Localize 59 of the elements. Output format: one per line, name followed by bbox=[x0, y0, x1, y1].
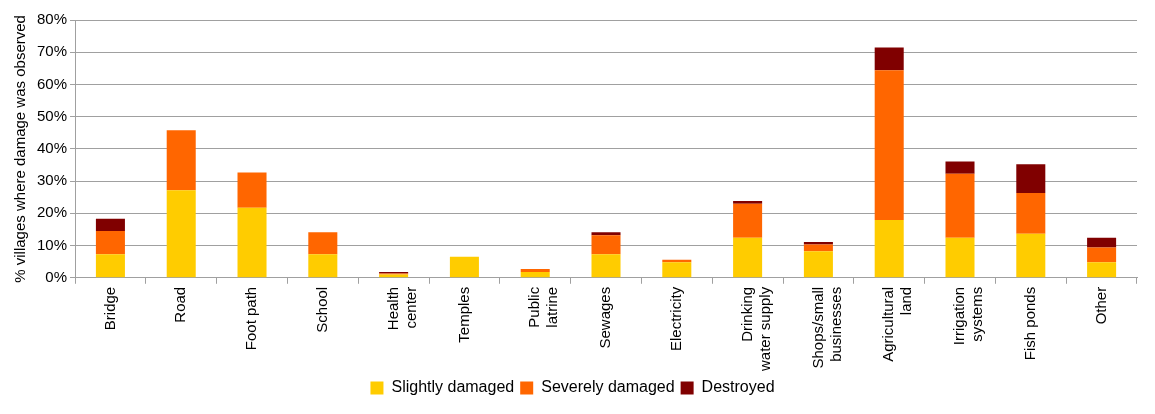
x-tick-label: Bridge bbox=[100, 286, 118, 331]
bar bbox=[520, 269, 550, 272]
bar bbox=[874, 220, 904, 278]
x-tick-label: School bbox=[312, 286, 330, 333]
bar bbox=[591, 232, 621, 236]
y-tick-label: 0% bbox=[45, 267, 68, 285]
x-tick-label: Agricultural land bbox=[879, 286, 915, 362]
x-tick-label: Drinking water supply bbox=[737, 286, 773, 373]
legend-label: Severely damaged bbox=[541, 378, 675, 396]
x-tick-label: Electricity bbox=[666, 286, 684, 351]
y-tick-label: 70% bbox=[36, 42, 68, 60]
x-tick-label: Temples bbox=[454, 286, 472, 343]
x-tick-label: Fish ponds bbox=[1020, 286, 1038, 361]
y-tick-label: 30% bbox=[36, 171, 68, 189]
y-tick-label: 80% bbox=[36, 10, 68, 28]
y-tick-label: 60% bbox=[36, 74, 68, 92]
x-tick-label: Public latrine bbox=[525, 286, 561, 328]
bar bbox=[520, 271, 550, 278]
y-axis-title: % villages where damage was observed bbox=[11, 15, 29, 283]
legend-label: Slightly damaged bbox=[391, 378, 515, 396]
bar bbox=[1087, 262, 1117, 278]
bar bbox=[308, 232, 338, 255]
bar bbox=[237, 207, 267, 278]
bar bbox=[733, 203, 763, 238]
bar bbox=[945, 173, 975, 238]
bar bbox=[308, 254, 338, 278]
y-tick-label: 40% bbox=[36, 139, 68, 157]
x-tick-label: Health center bbox=[383, 286, 419, 331]
bar bbox=[95, 254, 125, 278]
bar bbox=[662, 262, 692, 278]
bar bbox=[874, 70, 904, 221]
bar bbox=[1016, 233, 1046, 278]
x-tick-label: Road bbox=[171, 286, 189, 323]
y-tick-label: 10% bbox=[36, 235, 68, 253]
bar bbox=[237, 172, 267, 208]
bar bbox=[591, 254, 621, 278]
bar bbox=[733, 201, 763, 204]
bar bbox=[945, 161, 975, 174]
bar bbox=[803, 242, 833, 245]
x-tick-label: Sewages bbox=[596, 286, 614, 349]
x-tick-label: Foot path bbox=[242, 286, 260, 351]
bar bbox=[1016, 193, 1046, 234]
legend-label: Destroyed bbox=[701, 378, 775, 396]
bar bbox=[874, 47, 904, 71]
bar bbox=[591, 235, 621, 255]
y-tick-label: 20% bbox=[36, 203, 68, 221]
bar bbox=[166, 130, 196, 191]
bar bbox=[449, 256, 479, 278]
bar bbox=[166, 190, 196, 278]
bar bbox=[733, 237, 763, 278]
bar bbox=[95, 231, 125, 255]
bar bbox=[803, 251, 833, 278]
bar bbox=[1016, 164, 1046, 194]
bar bbox=[1087, 237, 1117, 248]
bar bbox=[945, 237, 975, 278]
bar bbox=[95, 218, 125, 232]
x-tick-label: Other bbox=[1091, 286, 1109, 325]
bar bbox=[1087, 247, 1117, 263]
y-tick-label: 50% bbox=[36, 106, 68, 124]
